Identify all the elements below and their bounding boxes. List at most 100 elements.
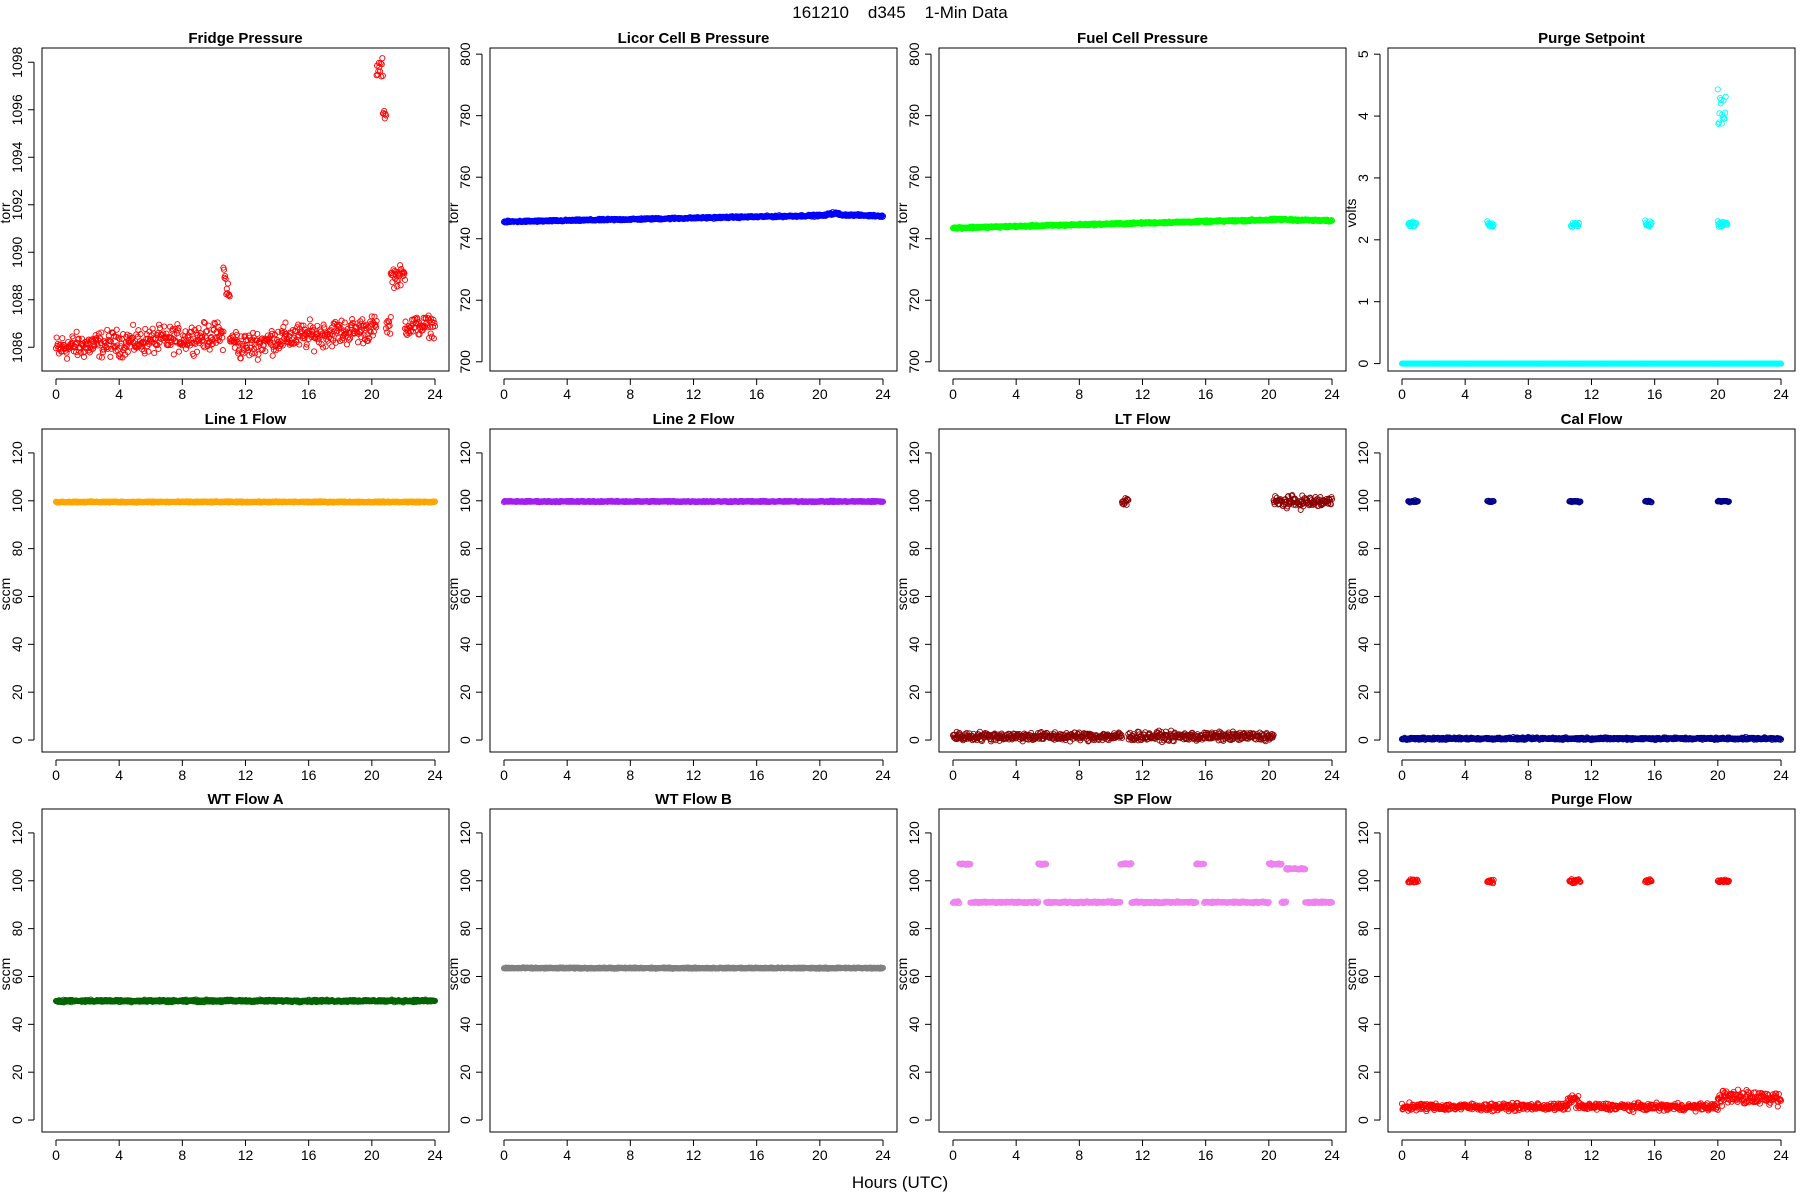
y-tick-label: 780 bbox=[457, 104, 473, 128]
data-point bbox=[151, 349, 158, 357]
data-point bbox=[379, 72, 386, 79]
x-tick-label: 12 bbox=[238, 386, 254, 402]
data-point bbox=[142, 325, 149, 332]
data-point bbox=[220, 266, 228, 273]
data-point bbox=[206, 346, 213, 353]
data-point bbox=[273, 336, 281, 343]
data-point bbox=[98, 329, 105, 336]
data-point bbox=[278, 341, 285, 348]
data-point bbox=[53, 334, 60, 341]
data-point bbox=[366, 327, 373, 334]
x-tick-label: 0 bbox=[500, 767, 508, 783]
data-point bbox=[59, 335, 66, 342]
y-tick-label: 1094 bbox=[9, 141, 25, 172]
data-point bbox=[255, 351, 262, 358]
data-point bbox=[397, 262, 404, 269]
data-point bbox=[205, 322, 212, 329]
data-points bbox=[52, 498, 439, 506]
x-tick-label: 24 bbox=[427, 767, 443, 783]
data-point bbox=[236, 340, 243, 347]
y-axis-label: volts bbox=[1343, 199, 1359, 228]
plot-frame bbox=[41, 47, 450, 372]
data-point bbox=[104, 326, 111, 333]
data-point bbox=[254, 330, 261, 337]
data-point bbox=[233, 337, 240, 344]
data-point bbox=[113, 326, 120, 333]
data-point bbox=[384, 329, 391, 336]
x-tick-label: 20 bbox=[812, 386, 828, 402]
data-point bbox=[189, 339, 196, 347]
data-point bbox=[402, 318, 409, 325]
y-tick-label: 1088 bbox=[9, 284, 25, 315]
data-point bbox=[414, 316, 421, 323]
data-point bbox=[430, 335, 437, 342]
data-point bbox=[240, 350, 247, 357]
x-tick-label: 0 bbox=[1398, 386, 1406, 402]
data-point bbox=[156, 324, 164, 332]
data-point bbox=[349, 316, 356, 323]
data-point bbox=[115, 352, 122, 359]
y-tick-label: 40 bbox=[457, 636, 473, 652]
y-tick-label: 760 bbox=[906, 165, 922, 189]
data-point bbox=[104, 345, 111, 352]
y-tick-label: 720 bbox=[906, 288, 922, 312]
x-tick-label: 20 bbox=[364, 767, 380, 783]
y-tick-label: 120 bbox=[9, 441, 25, 465]
y-tick-label: 20 bbox=[457, 684, 473, 700]
x-tick-label: 24 bbox=[875, 767, 891, 783]
data-point bbox=[300, 322, 307, 329]
y-tick-label: 40 bbox=[9, 636, 25, 652]
x-tick-label: 20 bbox=[364, 386, 380, 402]
data-point bbox=[381, 115, 388, 122]
data-point bbox=[303, 341, 310, 348]
figure-title: 161210 d345 1-Min Data bbox=[792, 3, 1008, 22]
data-point bbox=[329, 331, 336, 338]
data-point bbox=[361, 332, 368, 339]
data-point bbox=[387, 313, 394, 321]
data-point bbox=[145, 348, 152, 355]
data-point bbox=[337, 325, 344, 332]
data-point bbox=[269, 352, 276, 359]
x-tick-label: 12 bbox=[686, 386, 702, 402]
data-point bbox=[430, 316, 437, 323]
y-tick-label: 5 bbox=[1355, 50, 1371, 58]
data-point bbox=[311, 348, 318, 355]
data-point bbox=[107, 353, 114, 360]
data-point bbox=[268, 328, 275, 335]
data-point bbox=[117, 354, 124, 361]
data-point bbox=[155, 321, 163, 328]
data-point bbox=[222, 272, 229, 280]
data-point bbox=[394, 283, 401, 290]
data-point bbox=[282, 319, 289, 326]
data-point bbox=[92, 332, 99, 339]
x-tick-label: 4 bbox=[115, 767, 123, 783]
y-tick-label: 0 bbox=[1355, 359, 1371, 367]
x-tick-label: 24 bbox=[1324, 386, 1340, 402]
data-point bbox=[306, 316, 313, 323]
data-point bbox=[174, 327, 182, 334]
data-point bbox=[170, 351, 177, 358]
data-point bbox=[109, 330, 117, 337]
data-point bbox=[275, 328, 282, 335]
data-point bbox=[209, 340, 216, 347]
x-tick-label: 16 bbox=[301, 767, 317, 783]
data-point bbox=[125, 338, 132, 345]
data-point bbox=[64, 355, 71, 362]
x-tick-label: 4 bbox=[563, 767, 571, 783]
data-point bbox=[385, 323, 392, 330]
data-point bbox=[368, 313, 375, 320]
y-tick-label: 1096 bbox=[9, 94, 25, 125]
data-point bbox=[208, 341, 215, 348]
data-points bbox=[52, 55, 439, 363]
data-point bbox=[392, 275, 399, 282]
y-axis-label: torr bbox=[894, 202, 910, 223]
data-point bbox=[321, 324, 328, 331]
data-point bbox=[303, 344, 310, 351]
data-point bbox=[219, 347, 226, 354]
x-tick-label: 4 bbox=[1012, 386, 1020, 402]
data-point bbox=[167, 341, 174, 349]
data-point bbox=[109, 329, 116, 336]
data-point bbox=[220, 328, 227, 335]
data-point bbox=[353, 329, 361, 336]
